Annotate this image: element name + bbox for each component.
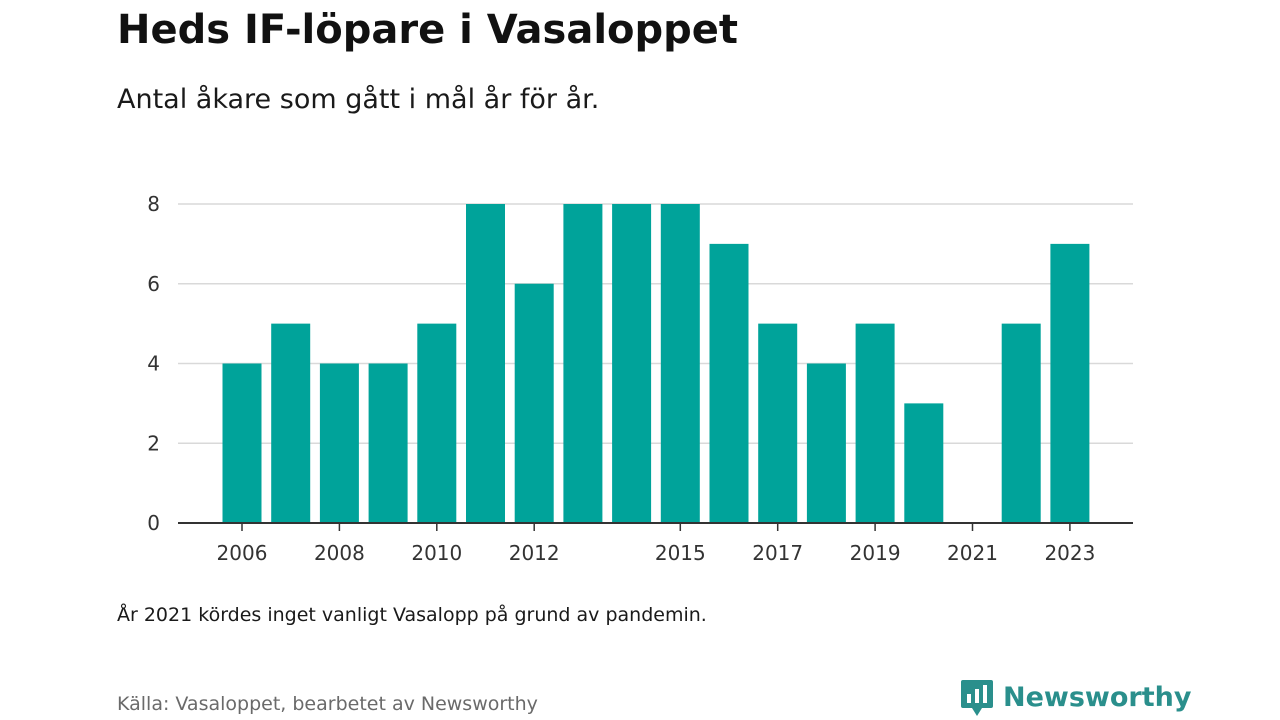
bar [806, 363, 846, 523]
bar [368, 363, 408, 523]
bar [612, 204, 652, 523]
x-tick-label: 2008 [314, 541, 365, 565]
bar [466, 204, 505, 523]
axes: 0 2 4 6 8 2006 2008 2010 2012 2015 2017 2019 2021 202… [147, 192, 1133, 565]
bar [222, 363, 262, 523]
x-tick-label: 2015 [655, 541, 706, 565]
bar [904, 403, 944, 523]
chart-subtitle: Antal åkare som gått i mål år för år. [117, 84, 600, 115]
source-credit: Källa: Vasaloppet, bearbetet av Newswort… [117, 693, 538, 715]
bar [319, 363, 359, 523]
y-tick-label: 8 [147, 192, 160, 216]
bar [417, 323, 457, 523]
x-tick-label: 2021 [947, 541, 998, 565]
x-tick-label: 2023 [1044, 541, 1095, 565]
newsworthy-logo-icon [961, 680, 993, 716]
bar [660, 204, 700, 523]
y-tick-label: 2 [147, 431, 160, 455]
bar [563, 204, 603, 523]
x-tick-label: 2019 [850, 541, 901, 565]
bar [271, 323, 311, 523]
bars [222, 204, 1090, 523]
bar [1050, 243, 1090, 523]
bar [514, 283, 554, 523]
brand-name: Newsworthy [1003, 682, 1192, 713]
y-tick-label: 6 [147, 272, 160, 296]
bar [709, 243, 749, 523]
x-tick-label: 2006 [217, 541, 268, 565]
bar [855, 323, 895, 523]
bar [758, 323, 798, 523]
bar [1001, 323, 1041, 523]
chart-note: År 2021 kördes inget vanligt Vasalopp på… [117, 604, 707, 626]
x-tick-label: 2010 [411, 541, 462, 565]
newsworthy-brand: Newsworthy [960, 678, 1191, 718]
x-tick-label: 2017 [752, 541, 803, 565]
y-tick-label: 0 [147, 511, 160, 535]
chart-title: Heds IF-löpare i Vasaloppet [117, 7, 739, 53]
y-tick-label: 4 [147, 352, 160, 376]
bar-chart: 0 2 4 6 8 2006 2008 2010 2012 2015 2017 2019 2021 202… [147, 192, 1133, 565]
x-tick-label: 2012 [509, 541, 560, 565]
